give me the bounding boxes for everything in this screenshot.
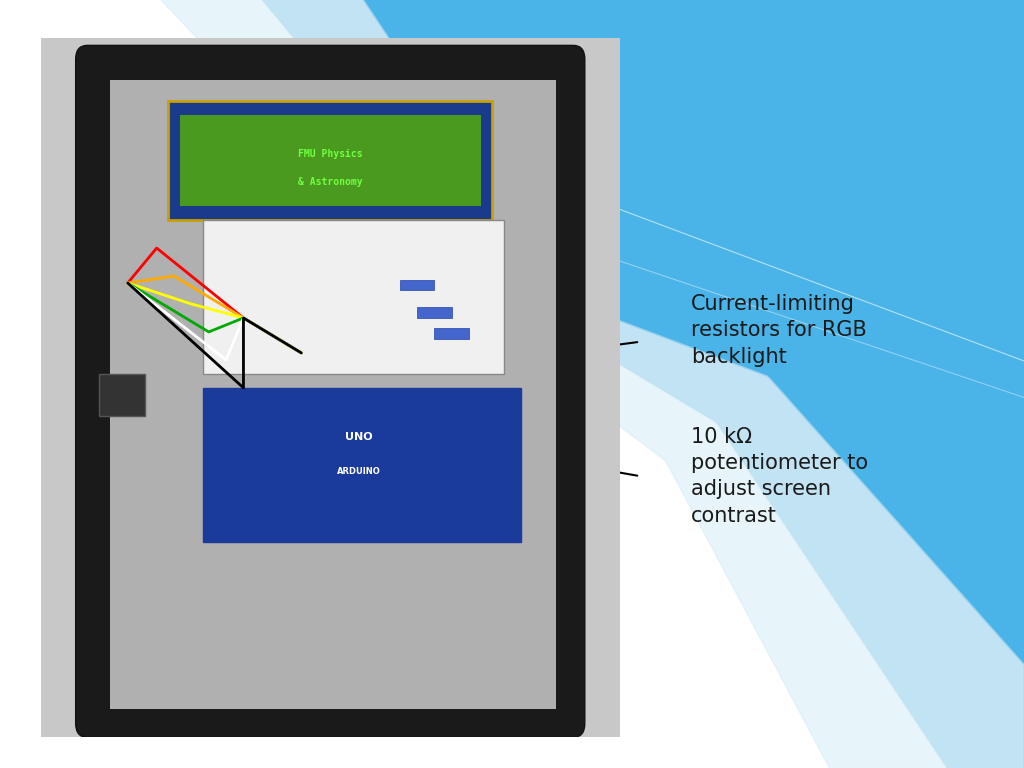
Bar [399, 280, 434, 290]
Bar [203, 220, 504, 374]
Bar [111, 81, 556, 710]
Text: Current-limiting
resistors for RGB
backlight: Current-limiting resistors for RGB backl… [691, 294, 867, 366]
Bar [180, 115, 480, 206]
Text: UNO: UNO [345, 432, 373, 442]
Bar [434, 329, 469, 339]
Text: ARDUINO: ARDUINO [337, 467, 381, 476]
Bar [98, 374, 145, 415]
FancyBboxPatch shape [30, 25, 631, 751]
Text: & Astronomy: & Astronomy [298, 177, 362, 187]
Text: 10 kΩ
potentiometer to
adjust screen
contrast: 10 kΩ potentiometer to adjust screen con… [691, 426, 868, 526]
Text: FMU Physics: FMU Physics [298, 149, 362, 159]
Bar [203, 388, 521, 541]
Bar [417, 307, 452, 318]
Bar [168, 101, 493, 220]
FancyBboxPatch shape [76, 45, 585, 737]
